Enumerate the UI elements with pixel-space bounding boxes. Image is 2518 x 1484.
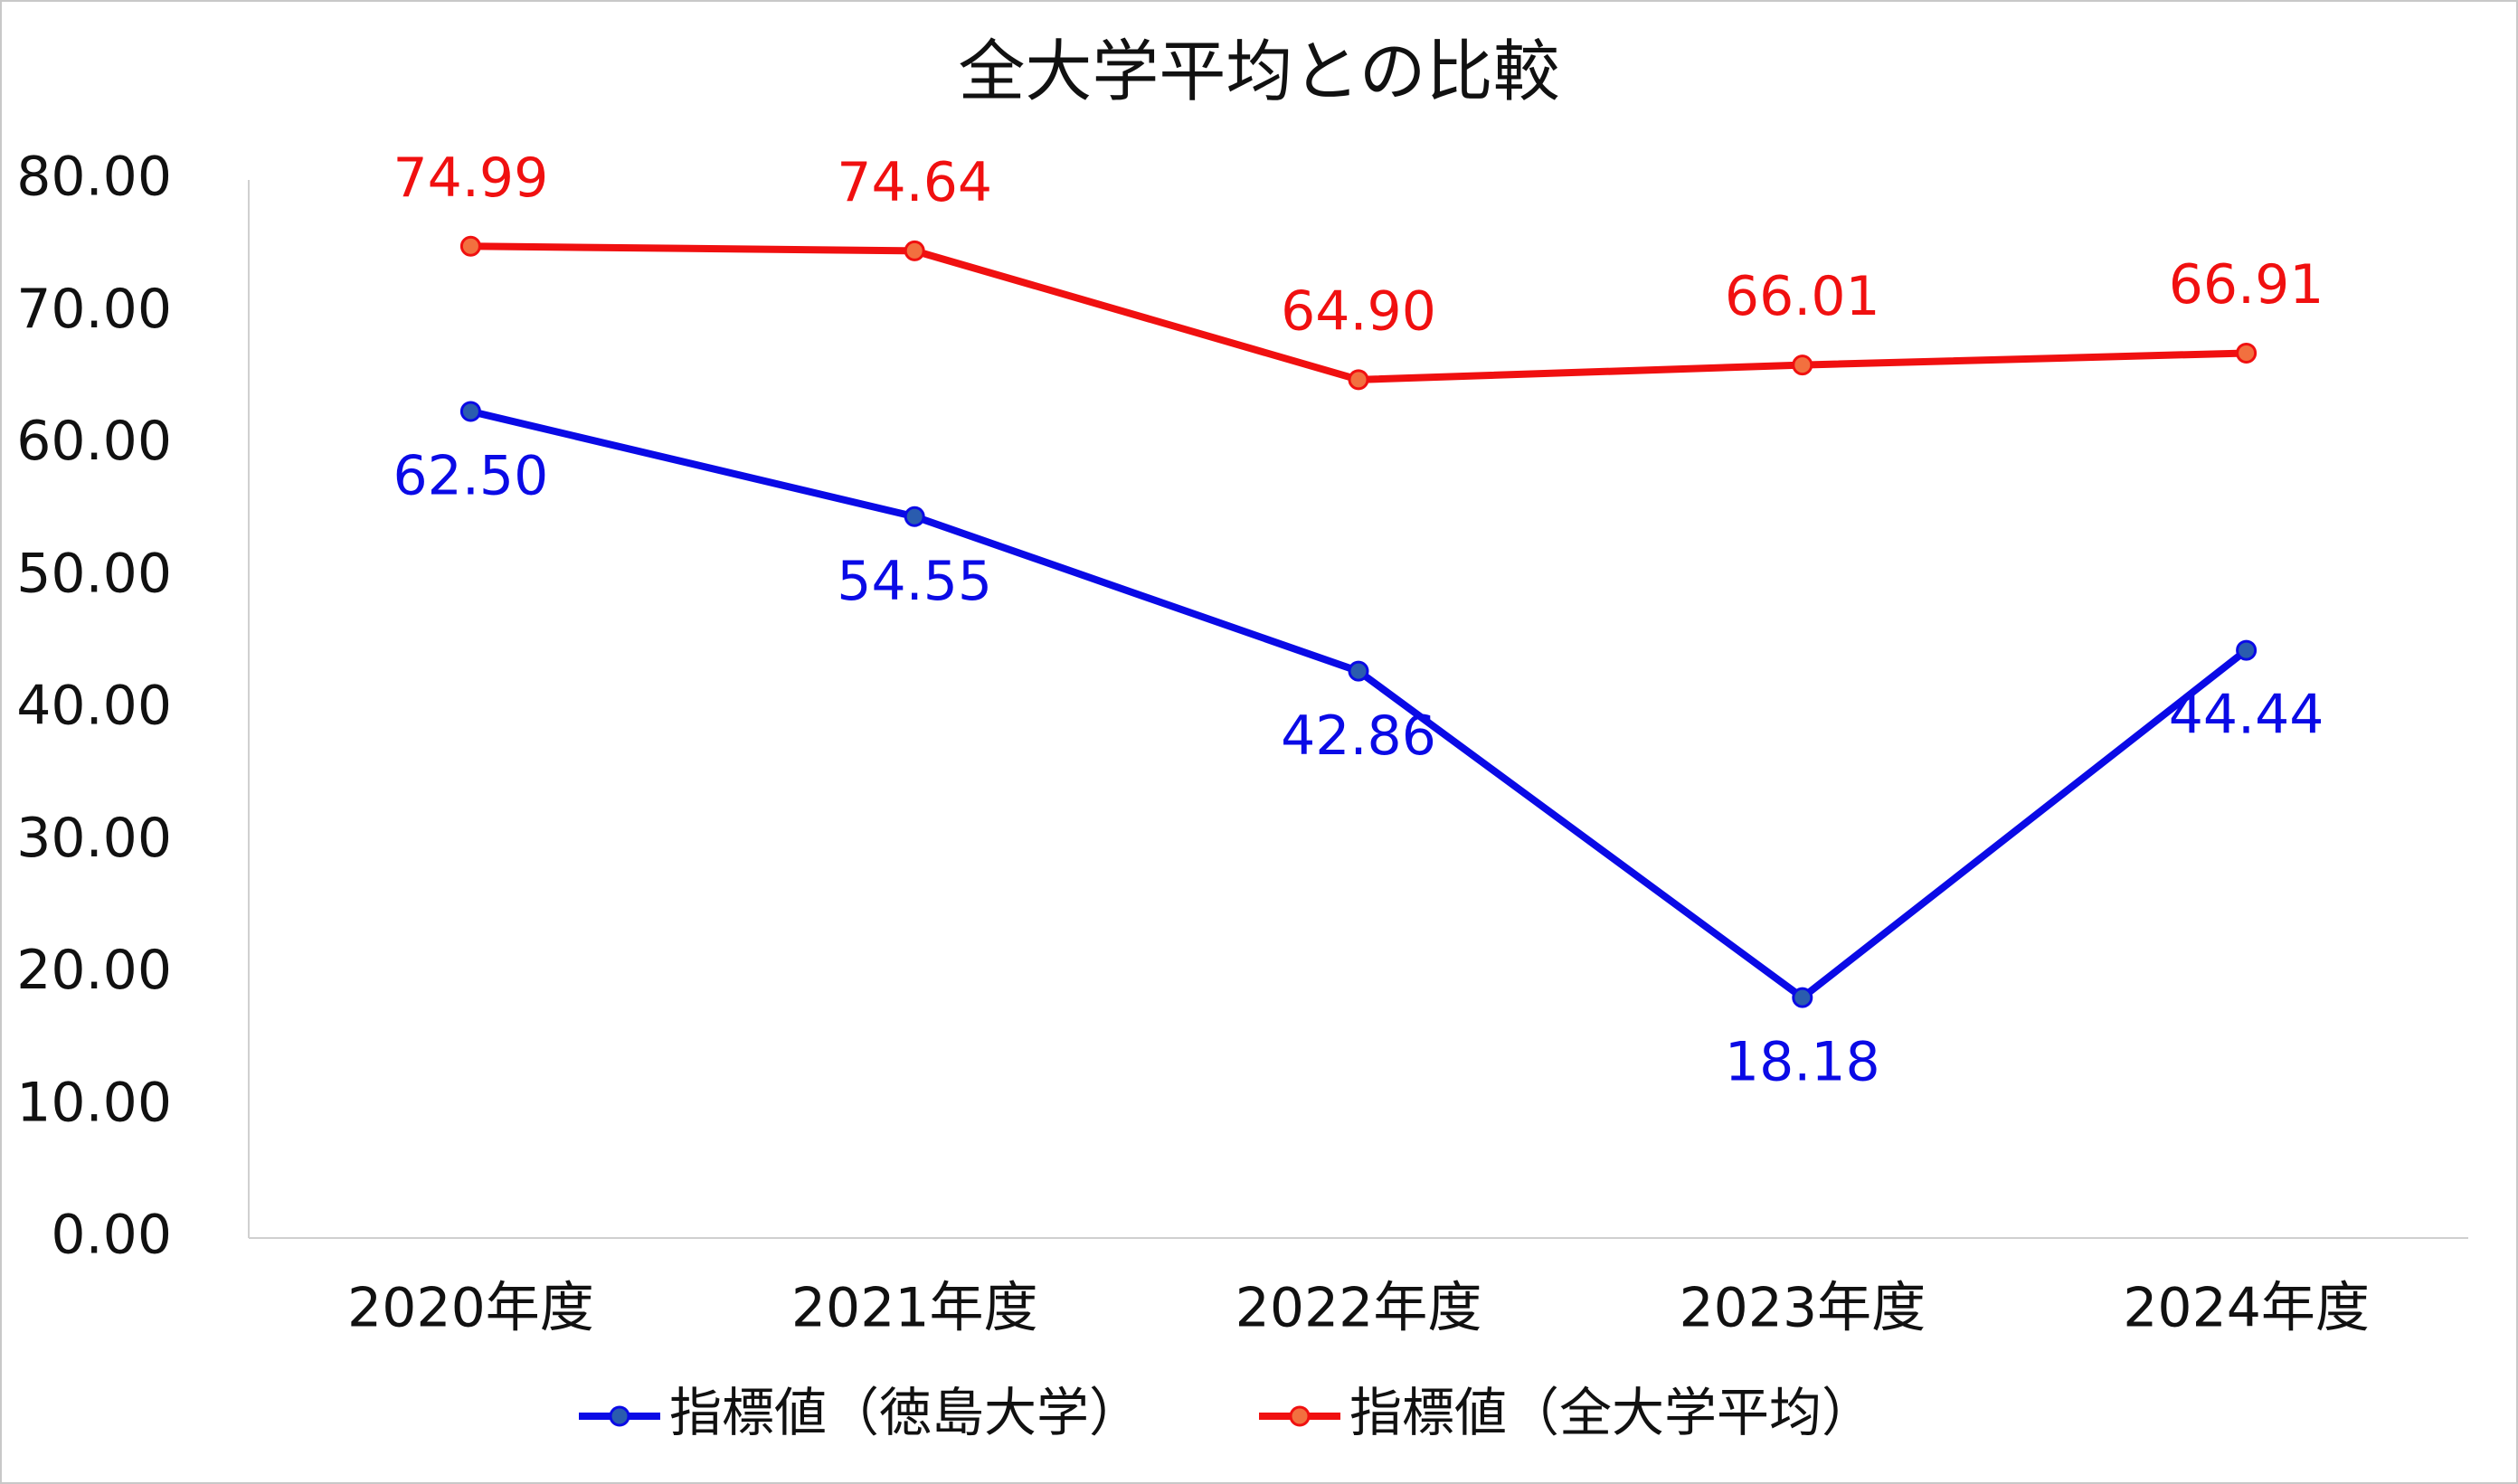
- data-point: [1792, 354, 1813, 376]
- x-tick-label: 2020年度: [347, 1277, 594, 1340]
- data-label: 44.44: [2169, 684, 2324, 747]
- y-tick-label: 20.00: [16, 939, 172, 1002]
- data-point: [904, 240, 925, 261]
- y-tick-label: 80.00: [16, 146, 172, 209]
- data-label: 62.50: [393, 445, 549, 508]
- y-tick-label: 30.00: [16, 807, 172, 870]
- chart-title: 全大学平均との比較: [958, 33, 1559, 111]
- legend-swatch-marker: [1289, 1405, 1311, 1427]
- data-label: 42.86: [1281, 704, 1436, 768]
- data-label: 66.91: [2169, 253, 2324, 317]
- data-point: [459, 401, 481, 422]
- y-tick-label: 50.00: [16, 542, 172, 605]
- data-point: [1348, 369, 1369, 391]
- legend-swatch-marker: [609, 1405, 630, 1427]
- y-tick-label: 70.00: [16, 278, 172, 341]
- data-point: [904, 506, 925, 527]
- data-label: 18.18: [1725, 1031, 1880, 1094]
- data-label: 54.55: [837, 550, 992, 613]
- legend: 指標値（徳島大学） 指標値（全大学平均）: [579, 1382, 1874, 1443]
- data-point: [2236, 639, 2258, 661]
- y-tick-label: 60.00: [16, 410, 172, 473]
- data-label: 74.99: [393, 147, 549, 210]
- x-tick-label: 2023年度: [1679, 1277, 1926, 1340]
- data-point: [1792, 987, 1813, 1008]
- data-point: [2236, 342, 2258, 364]
- x-tick-label: 2022年度: [1235, 1277, 1482, 1340]
- data-point: [459, 235, 481, 257]
- x-tick-label: 2024年度: [2123, 1277, 2370, 1340]
- y-tick-label: 40.00: [16, 675, 172, 738]
- legend-label: 指標値（徳島大学）: [669, 1382, 1141, 1443]
- legend-label: 指標値（全大学平均）: [1349, 1382, 1874, 1443]
- x-tick-label: 2021年度: [791, 1277, 1038, 1340]
- data-label: 74.64: [837, 151, 992, 214]
- y-tick-label: 0.00: [51, 1204, 172, 1267]
- y-tick-label: 10.00: [16, 1071, 172, 1134]
- data-label: 66.01: [1725, 265, 1880, 328]
- data-point: [1348, 660, 1369, 682]
- data-label: 64.90: [1281, 279, 1436, 343]
